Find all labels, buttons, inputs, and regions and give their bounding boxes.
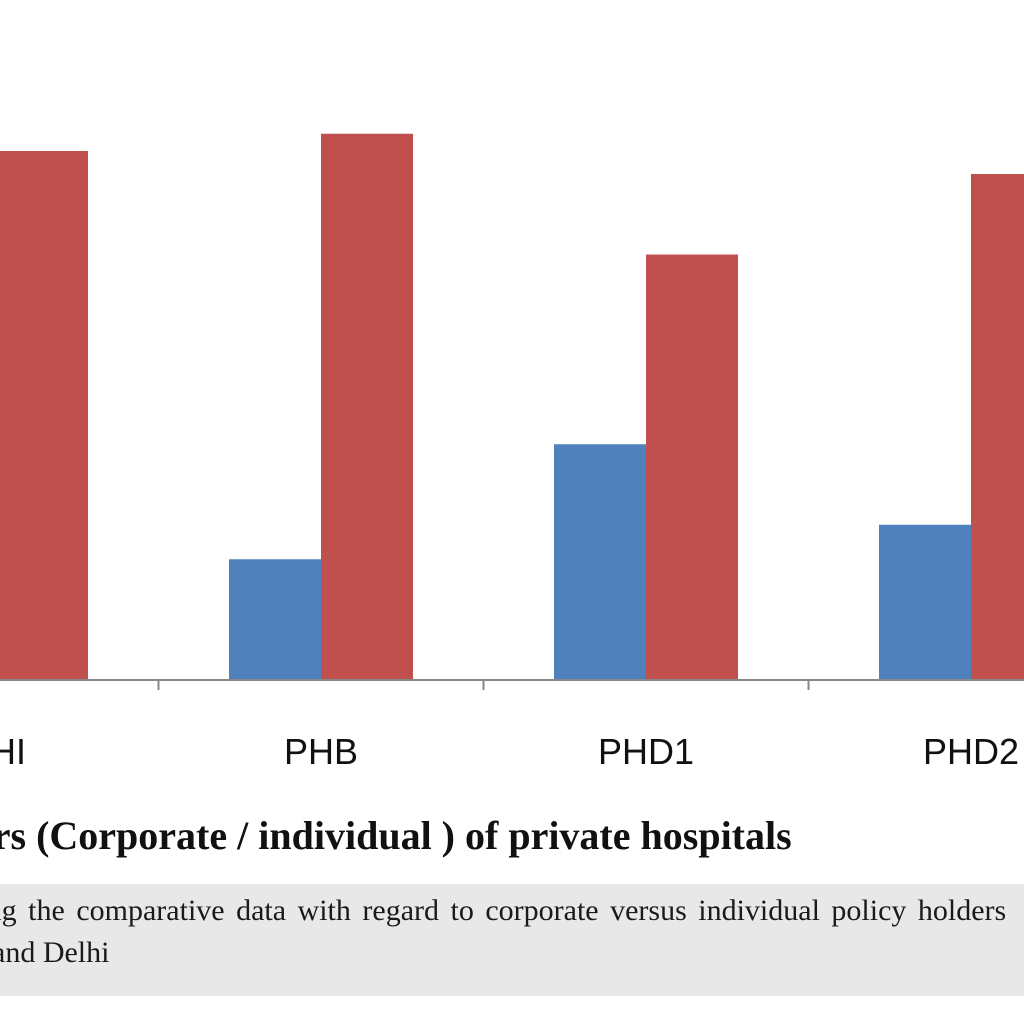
bar-phi-series-2	[0, 151, 88, 680]
caption-line-1: Showing the comparative data with regard…	[0, 894, 1007, 927]
bar-chart: PHI PHB PHD1 PHD2	[0, 133, 1024, 772]
bar-phd1-series-1	[554, 444, 646, 680]
x-tick-labels-layer: PHI PHB PHD1 PHD2	[0, 731, 1019, 772]
bar-phb-series-1	[229, 559, 321, 680]
bar-phb-series-2	[321, 133, 413, 680]
bar-phd2-series-1	[879, 524, 971, 680]
x-tick-label-phi: PHI	[0, 731, 26, 772]
x-tick-label-phb: PHB	[284, 731, 358, 772]
bar-phd1-series-2	[646, 254, 738, 680]
bars-layer	[0, 133, 1024, 680]
chart-title: Policy holders (Corporate / individual )…	[0, 813, 792, 858]
x-ticks-layer	[157, 680, 810, 690]
caption-line-2: and Delhi	[0, 936, 110, 969]
bar-phd2-series-2	[971, 174, 1024, 680]
figure-caption: Showing the comparative data with regard…	[0, 884, 1024, 996]
x-tick-label-phd1: PHD1	[598, 731, 694, 772]
x-tick-label-phd2: PHD2	[923, 731, 1019, 772]
